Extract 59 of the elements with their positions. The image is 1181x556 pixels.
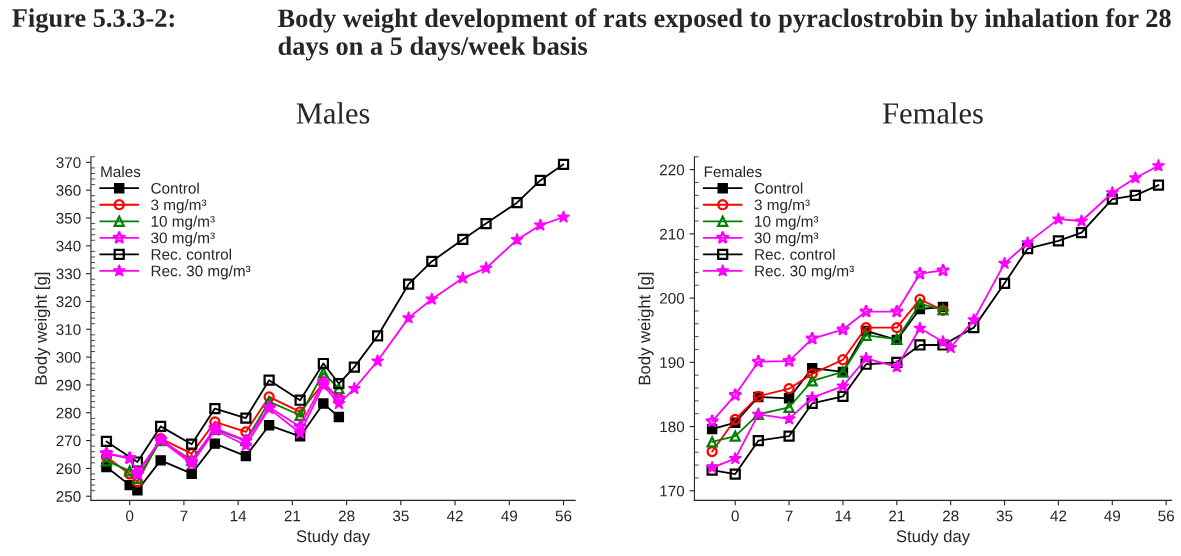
x-tick-label: 0 <box>126 510 134 522</box>
x-tick-label: 21 <box>889 510 905 522</box>
legend-label: Rec. 30 mg/m³ <box>755 265 854 280</box>
x-tick-label: 56 <box>1158 510 1174 522</box>
x-tick-label: 28 <box>942 510 959 522</box>
x-tick-label: 35 <box>996 510 1013 522</box>
legend-label: 10 mg/m³ <box>151 215 215 230</box>
y-tick-label: 270 <box>56 435 81 447</box>
legend-label: Rec. control <box>151 248 232 260</box>
x-tick-label: 28 <box>338 510 355 522</box>
x-tick-label: 42 <box>1050 510 1067 522</box>
legend-label: 30 mg/m³ <box>151 232 215 247</box>
y-tick-label: 220 <box>659 164 685 176</box>
y-tick-label: 280 <box>56 407 81 419</box>
y-tick-label: 290 <box>56 379 81 391</box>
y-tick-label: 350 <box>56 212 81 224</box>
x-tick-label: 49 <box>1104 510 1121 522</box>
legend-label: Rec. 30 mg/m³ <box>151 265 251 280</box>
y-axis-title: Body weight [g] <box>638 272 654 385</box>
legend-title: Males <box>101 165 141 178</box>
y-tick-label: 210 <box>659 228 685 240</box>
legend-label: 3 mg/m³ <box>151 199 207 214</box>
caption: Figure 5.3.3-2: <box>12 8 174 33</box>
legend-label: 10 mg/m³ <box>755 215 819 230</box>
y-tick-label: 360 <box>56 185 81 196</box>
x-tick-label: 35 <box>392 510 409 522</box>
x-axis-title: Study day <box>296 529 371 546</box>
x-axis-title: Study day <box>896 529 971 546</box>
x-tick-label: 14 <box>835 510 851 522</box>
y-tick-label: 190 <box>660 357 685 368</box>
x-tick-label: 42 <box>446 510 463 522</box>
text: Body weight development of rats exposed to pyraclostrobin by inhalation for 28 days on a 5 days/week basis <box>277 8 1171 61</box>
legend-label: Control <box>151 182 199 194</box>
x-tick-label: 49 <box>501 510 518 522</box>
x-tick-label: 7 <box>180 510 188 522</box>
x-tick-label: 21 <box>284 510 301 522</box>
y-tick-label: 320 <box>56 296 81 308</box>
legend-label: 30 mg/m³ <box>754 232 819 247</box>
legend-label: Control <box>754 182 803 194</box>
x-tick-label: 7 <box>785 510 793 522</box>
legend-label: Rec. control <box>755 248 835 260</box>
x-tick-label: 56 <box>555 510 572 522</box>
chart-title: Females <box>882 102 983 124</box>
chart-title: Males <box>296 102 370 124</box>
y-tick-label: 170 <box>660 485 685 497</box>
y-tick-label: 340 <box>56 240 81 252</box>
legend-label: 3 mg/m³ <box>754 199 810 214</box>
y-tick-label: 250 <box>56 491 81 502</box>
y-tick-label: 200 <box>659 292 685 304</box>
y-tick-label: 330 <box>56 268 81 280</box>
y-tick-label: 370 <box>56 157 81 169</box>
y-tick-label: 180 <box>660 421 685 433</box>
x-tick-label: 14 <box>230 510 247 522</box>
x-tick-label: 0 <box>731 510 739 522</box>
y-tick-label: 310 <box>56 324 81 335</box>
y-tick-label: 260 <box>56 463 81 475</box>
legend-title: Females <box>704 165 762 178</box>
y-tick-label: 300 <box>56 351 81 363</box>
y-axis-title: Body weight [g] <box>34 272 51 385</box>
